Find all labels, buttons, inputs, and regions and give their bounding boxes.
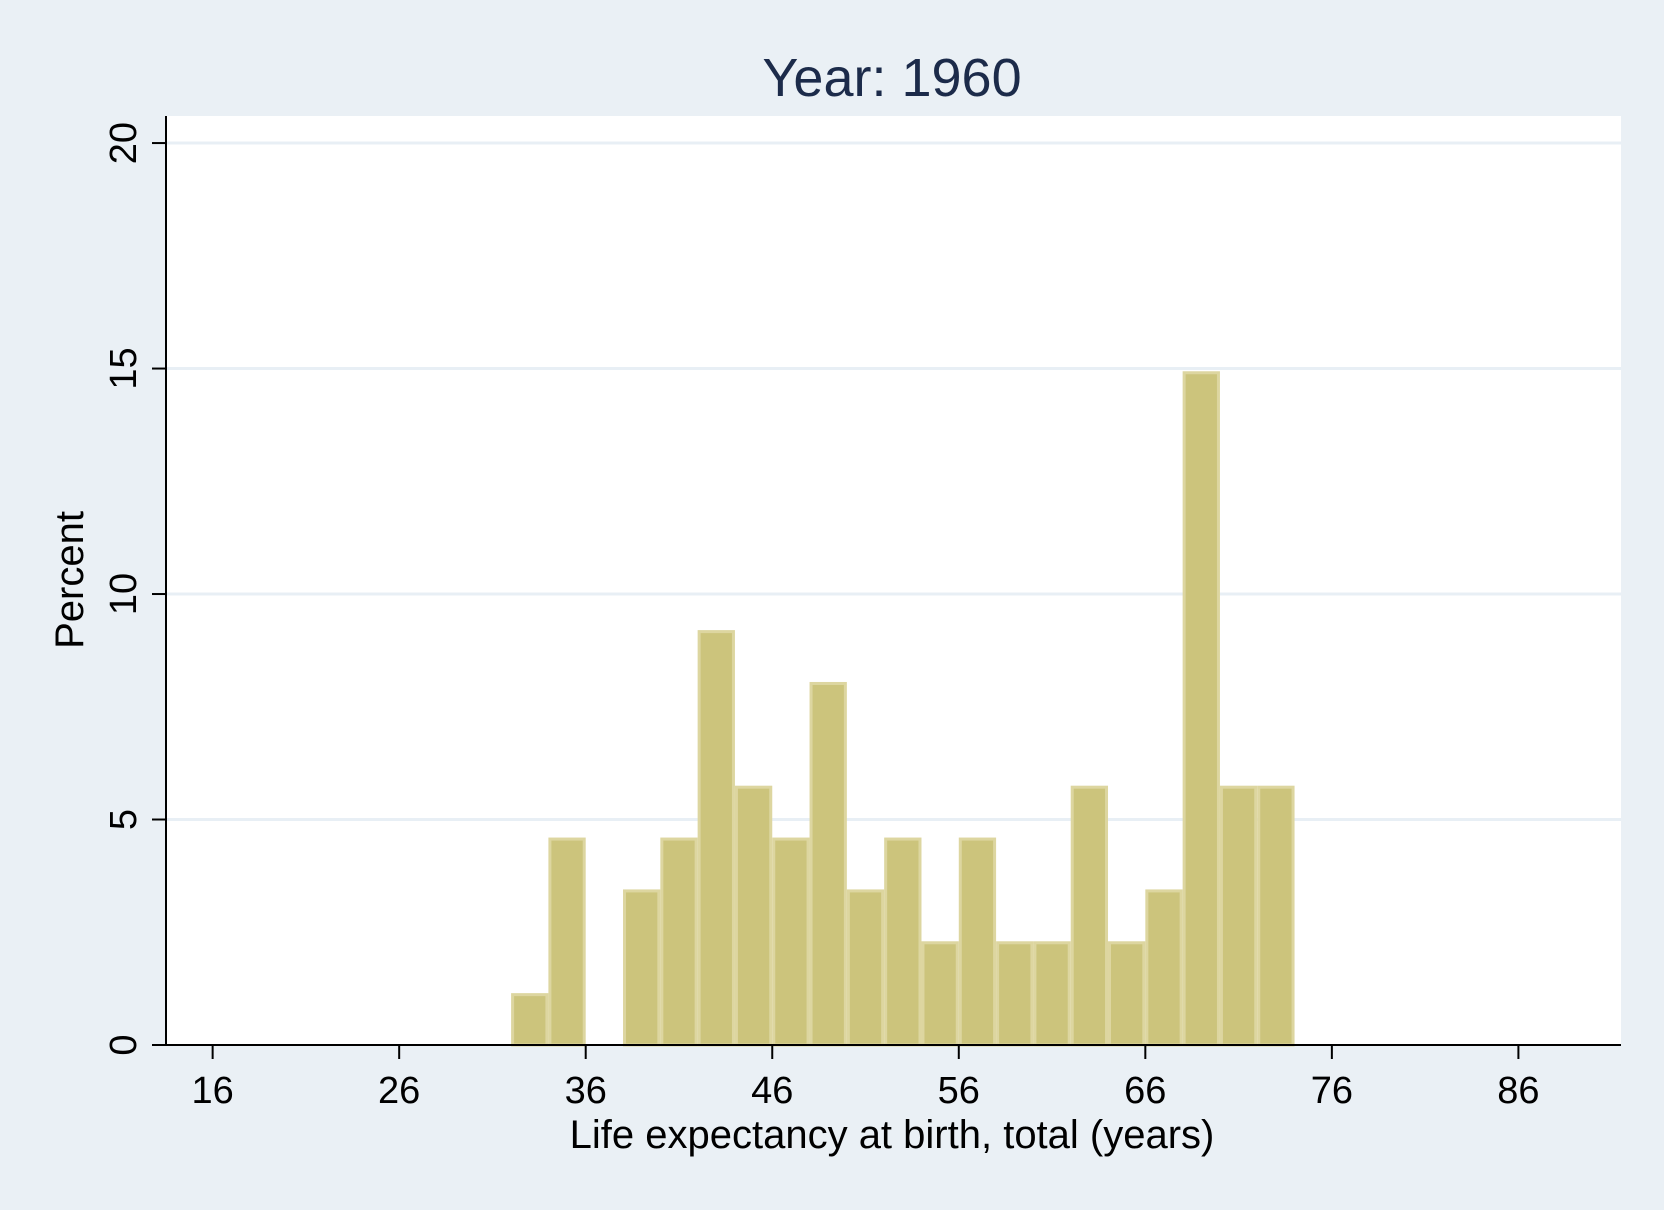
x-tick-label: 76 (1311, 1070, 1353, 1112)
histogram-bar (1108, 941, 1146, 1047)
histogram-bar (996, 941, 1034, 1047)
histogram-bar (958, 837, 997, 1047)
histogram-bar (511, 993, 549, 1047)
y-tick-label: 5 (103, 809, 145, 830)
histogram-bar (809, 681, 847, 1047)
histogram-bar (697, 630, 735, 1047)
x-tick-label: 46 (751, 1070, 793, 1112)
histogram-bar (1145, 889, 1183, 1047)
histogram-bar (884, 837, 922, 1047)
x-tick-label: 86 (1497, 1070, 1539, 1112)
histogram-bar (734, 785, 773, 1047)
y-tick-label: 0 (103, 1034, 145, 1055)
histogram-bar (921, 941, 959, 1047)
x-tick-label: 66 (1124, 1070, 1166, 1112)
axes (152, 116, 1621, 1059)
chart-title: Year: 1960 (762, 48, 1021, 108)
gridlines (166, 141, 1621, 822)
histogram-bar (1219, 785, 1258, 1047)
y-tick-label: 20 (103, 122, 145, 164)
x-tick-label: 26 (378, 1070, 420, 1112)
histogram-bar (548, 837, 586, 1047)
x-tick-label: 56 (938, 1070, 980, 1112)
x-tick-label: 36 (565, 1070, 607, 1112)
histogram-bar (772, 837, 810, 1047)
histogram-bar (1182, 371, 1220, 1047)
histogram-bar (846, 889, 885, 1047)
x-tick-label: 16 (191, 1070, 233, 1112)
tick-labels: 16 26 36 46 56 66 76 86 0 5 10 15 20 (103, 122, 1540, 1112)
y-tick-label: 15 (103, 347, 145, 389)
histogram-bar (623, 889, 661, 1047)
histogram-bar (660, 837, 698, 1047)
histogram-bar (1033, 941, 1071, 1047)
y-tick-label: 10 (103, 573, 145, 615)
y-axis-label: Percent (48, 511, 92, 649)
histogram-bar (1070, 785, 1109, 1047)
histogram-bar (1257, 785, 1295, 1047)
x-axis-label: Life expectancy at birth, total (years) (570, 1113, 1215, 1157)
